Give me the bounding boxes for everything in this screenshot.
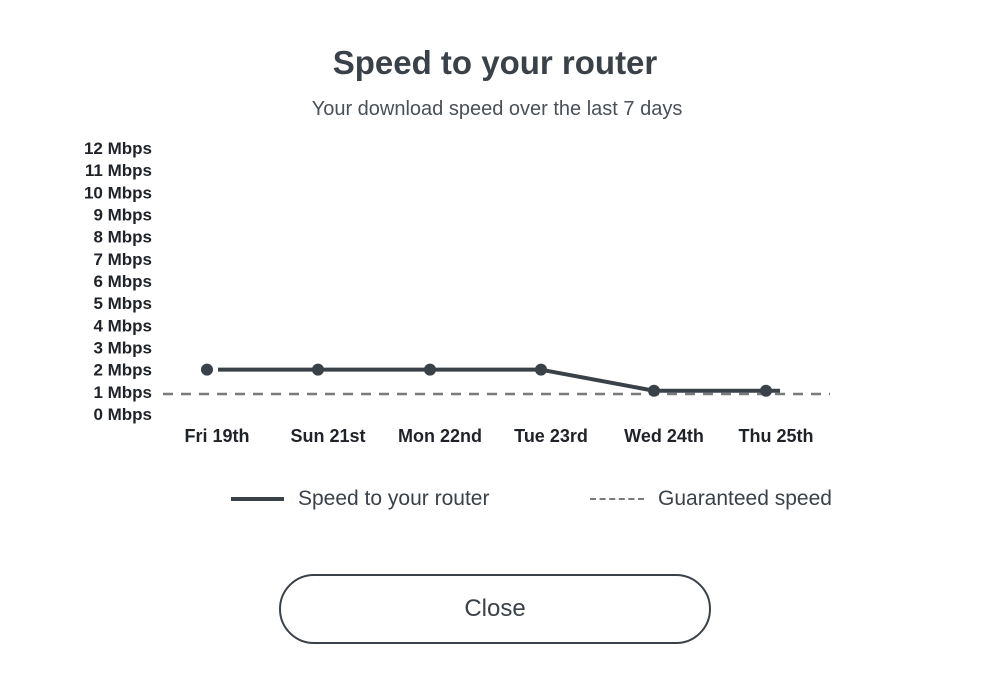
y-tick-label: 6 Mbps: [93, 272, 152, 291]
dialog-subtitle: Your download speed over the last 7 days: [311, 98, 683, 120]
x-tick-label: Thu 25th: [739, 426, 814, 446]
speed-series-line: [218, 367, 780, 393]
solid-line-icon: [231, 497, 284, 501]
y-tick-label: 0 Mbps: [93, 405, 152, 424]
y-tick-label: 11 Mbps: [85, 161, 152, 180]
x-tick-label: Wed 24th: [624, 426, 704, 446]
close-button[interactable]: Close: [279, 574, 711, 644]
y-tick-label: 10 Mbps: [84, 183, 152, 202]
x-tick-label: Tue 23rd: [514, 426, 588, 446]
y-tick-label: 8 Mbps: [93, 228, 152, 247]
y-tick-label: 1 Mbps: [93, 383, 152, 402]
y-tick-label: 2 Mbps: [93, 361, 152, 380]
speed-chart: 0 Mbps 1 Mbps 2 Mbps 3 Mbps 4 Mbps 5 Mbps 6 Mb…: [84, 139, 830, 446]
legend-label: Speed to your router: [298, 487, 490, 510]
legend-item-guaranteed: Guaranteed speed: [590, 487, 832, 511]
x-tick-label: Mon 22nd: [398, 426, 482, 446]
y-tick-label: 4 Mbps: [93, 316, 152, 335]
speed-data-point: [760, 384, 772, 397]
speed-data-point: [648, 384, 660, 397]
x-tick-label: Fri 19th: [184, 426, 249, 446]
speed-data-point: [201, 363, 213, 376]
speed-data-point: [312, 363, 324, 376]
dialog-title: Speed to your router: [332, 44, 658, 81]
legend-label: Guaranteed speed: [658, 487, 832, 510]
y-tick-label: 3 Mbps: [93, 339, 152, 358]
legend-item-speed: Speed to your router: [231, 487, 489, 511]
speed-data-point: [424, 363, 436, 376]
x-tick-label: Sun 21st: [290, 426, 365, 446]
y-tick-label: 9 Mbps: [93, 206, 152, 225]
y-tick-label: 7 Mbps: [93, 250, 152, 269]
speed-data-point: [535, 363, 547, 376]
y-tick-label: 12 Mbps: [84, 139, 152, 158]
y-tick-label: 5 Mbps: [93, 294, 152, 313]
dashed-line-icon: [590, 498, 644, 500]
